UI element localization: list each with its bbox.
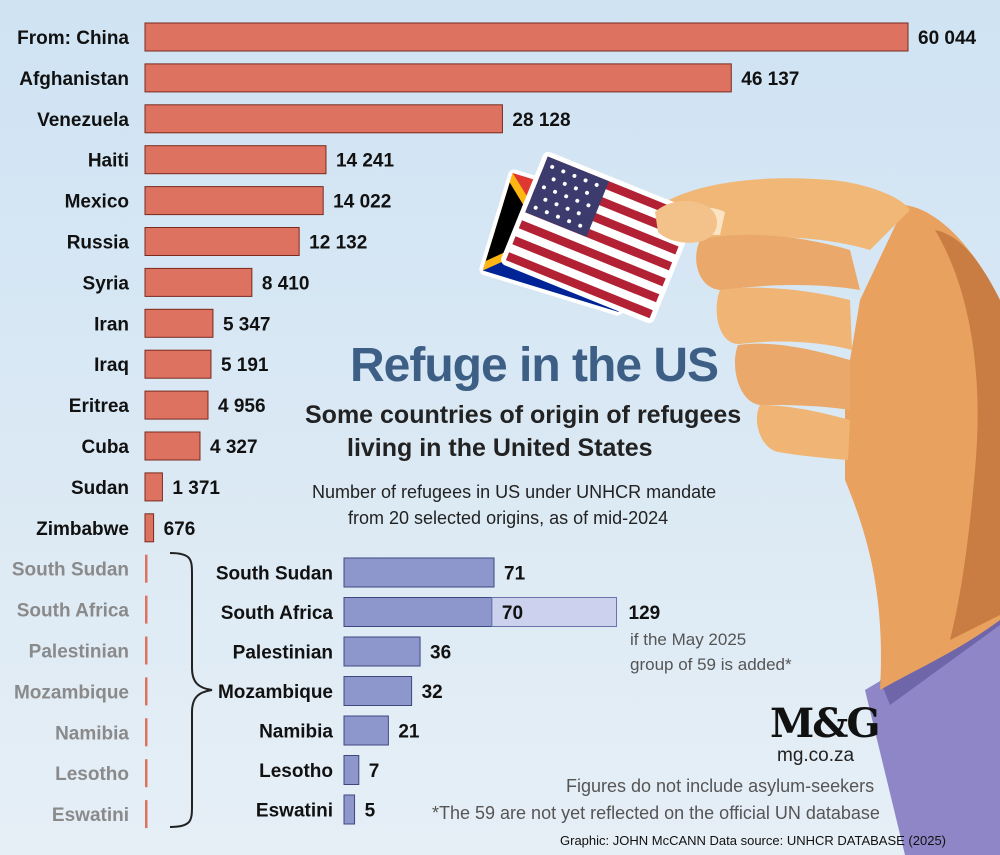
value-label-venezuela: 28 128: [512, 110, 570, 131]
category-label-afghanistan: Afghanistan: [19, 69, 129, 90]
bar-namibia: [145, 718, 148, 747]
value-label-china: 60 044: [918, 28, 977, 49]
detail-bar-south-africa: [343, 597, 493, 627]
detail-category-label-lesotho: Lesotho: [259, 761, 333, 782]
category-label-russia: Russia: [67, 233, 130, 254]
value-label-haiti: 14 241: [336, 151, 395, 172]
category-label-eswatini: Eswatini: [52, 805, 129, 826]
bar-mozambique: [145, 677, 148, 706]
category-label-lesotho: Lesotho: [55, 764, 129, 785]
category-label-mozambique: Mozambique: [14, 682, 129, 703]
category-label-haiti: Haiti: [88, 151, 129, 172]
category-label-cuba: Cuba: [82, 437, 130, 458]
added-note-line-1: if the May 2025: [630, 630, 747, 649]
detail-bar-added-south-africa: [491, 597, 618, 627]
detail-value-label-mozambique: 32: [422, 682, 443, 703]
value-label-sudan: 1 371: [172, 478, 220, 499]
category-label-syria: Syria: [83, 273, 130, 294]
from-prefix: From:: [17, 28, 76, 49]
value-label-syria: 8 410: [262, 273, 310, 294]
value-label-afghanistan: 46 137: [741, 69, 799, 90]
category-label-iran: Iran: [94, 314, 129, 335]
detail-value-label-palestinian: 36: [430, 643, 451, 664]
detail-category-label-namibia: Namibia: [259, 722, 333, 743]
bar-south-africa: [145, 595, 148, 624]
bar-afghanistan: [144, 63, 732, 93]
bar-zimbabwe: [144, 513, 155, 543]
hand-icon: [659, 178, 1000, 690]
detail-bar-mozambique: [343, 676, 413, 706]
detail-bar-eswatini: [343, 794, 356, 825]
description-line-2: from 20 selected origins, as of mid-2024: [348, 508, 669, 528]
bar-haiti: [144, 145, 327, 175]
bar-sudan: [144, 472, 163, 502]
category-label-sudan: Sudan: [71, 478, 129, 499]
detail-category-label-south-africa: South Africa: [221, 603, 334, 624]
bar-iraq: [144, 349, 212, 379]
category-label-palestinian: Palestinian: [29, 642, 129, 663]
bar-mexico: [144, 186, 324, 216]
page-title: Refuge in the US: [350, 339, 719, 392]
detail-value-label-namibia: 21: [398, 722, 420, 743]
value-label-cuba: 4 327: [210, 437, 258, 458]
description-line-1: Number of refugees in US under UNHCR man…: [312, 482, 717, 502]
detail-category-label-eswatini: Eswatini: [256, 801, 333, 822]
value-label-russia: 12 132: [309, 233, 367, 254]
value-label-iran: 5 347: [223, 314, 271, 335]
detail-bar-lesotho: [343, 755, 360, 785]
footnote-un-database: *The 59 are not yet reflected on the off…: [432, 803, 880, 823]
bar-eritrea: [144, 390, 209, 420]
graphic-credit: Graphic: JOHN McCANN Data source: UNHCR …: [560, 833, 947, 848]
mg-logo: M&G: [770, 700, 881, 747]
category-label-zimbabwe: Zimbabwe: [36, 519, 129, 540]
bar-palestinian: [145, 636, 148, 665]
thumb-icon: [655, 200, 718, 243]
detail-category-label-mozambique: Mozambique: [218, 682, 333, 703]
bar-iran: [144, 308, 214, 338]
category-label-south-sudan: South Sudan: [12, 560, 129, 581]
bracket-brace: [169, 552, 213, 828]
value-label-eritrea: 4 956: [218, 396, 266, 417]
detail-bar-south-sudan: [343, 557, 495, 588]
bar-south-sudan: [145, 554, 148, 583]
added-note-line-2: group of 59 is added*: [630, 655, 792, 674]
bar-russia: [144, 227, 300, 256]
category-label-iraq: Iraq: [94, 355, 129, 376]
category-label-mexico: Mexico: [65, 192, 129, 213]
first-category: China: [76, 28, 129, 49]
subtitle-line-2: living in the United States: [347, 434, 653, 462]
bar-syria: [144, 267, 253, 297]
value-label-iraq: 5 191: [221, 355, 269, 376]
detail-bar-palestinian: [343, 636, 421, 667]
us-flag-card-icon: [501, 151, 697, 324]
value-label-mexico: 14 022: [333, 192, 391, 213]
detail-category-label-palestinian: Palestinian: [233, 643, 333, 664]
bar-venezuela: [144, 104, 503, 134]
detail-bar-namibia: [343, 715, 389, 746]
detail-category-label-south-sudan: South Sudan: [216, 564, 333, 585]
footnote-asylum: Figures do not include asylum-seekers: [566, 776, 875, 796]
bar-cuba: [144, 431, 201, 461]
detail-value-label-lesotho: 7: [369, 761, 380, 782]
detail-value-label-south-sudan: 71: [504, 564, 526, 585]
added-total-label: 129: [629, 603, 661, 624]
subtitle-line-1: Some countries of origin of refugees: [305, 401, 742, 429]
bar-china: [144, 22, 909, 52]
bar-eswatini: [145, 800, 148, 829]
category-label-venezuela: Venezuela: [37, 110, 129, 131]
category-label-namibia: Namibia: [55, 723, 129, 744]
category-label-china: From: China: [17, 28, 129, 49]
value-label-zimbabwe: 676: [164, 519, 196, 540]
site-url: mg.co.za: [777, 745, 855, 766]
category-label-south-africa: South Africa: [17, 601, 130, 622]
category-label-eritrea: Eritrea: [69, 396, 130, 417]
detail-value-label-south-africa: 70: [502, 603, 523, 624]
detail-value-label-eswatini: 5: [365, 801, 376, 822]
bar-lesotho: [145, 759, 148, 788]
